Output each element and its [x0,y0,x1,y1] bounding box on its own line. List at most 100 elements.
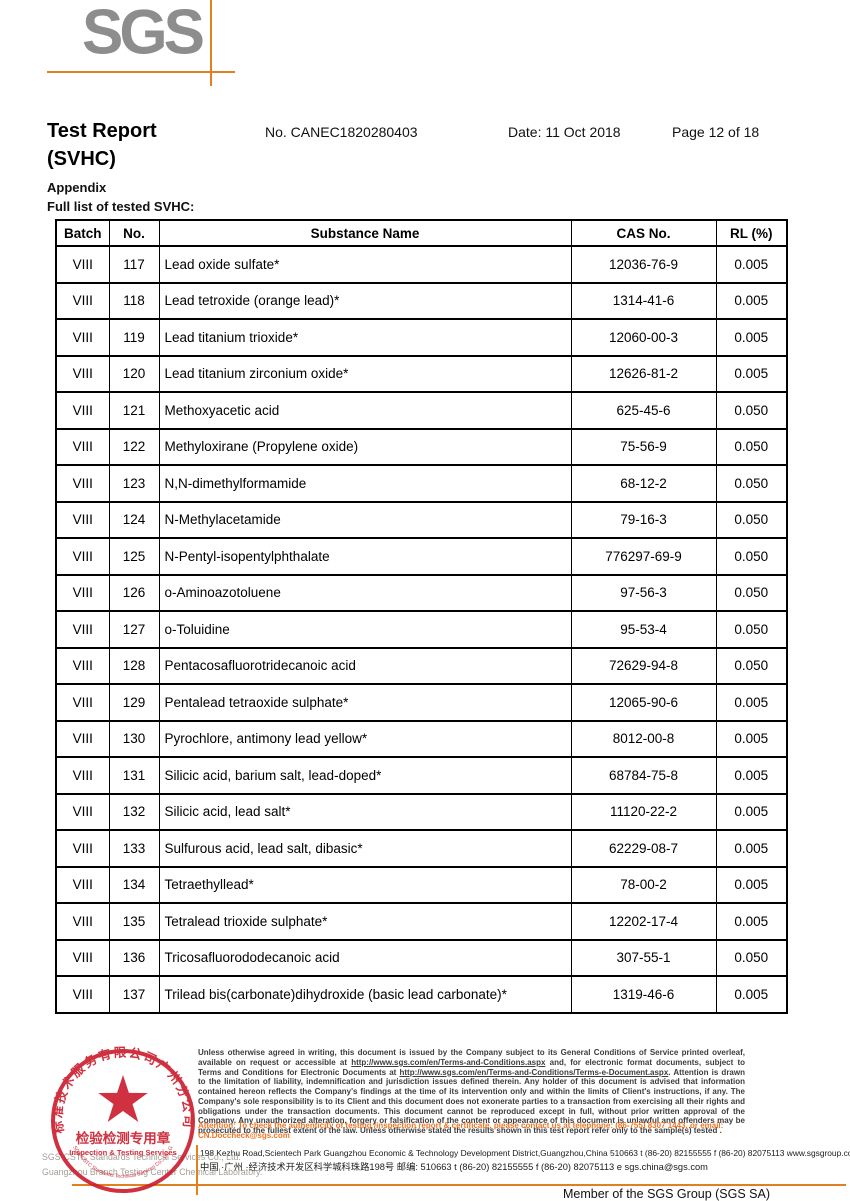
report-number: No. CANEC1820280403 [265,124,418,140]
table-row: VIII 135 Tetralead trioxide sulphate* 12202… [55,902,788,941]
cell-no: 131 [108,756,160,795]
cell-cas: 97-56-3 [570,573,717,612]
cell-no: 120 [108,354,160,393]
svhc-table: Batch No. Substance Name CAS No. RL (%) … [55,219,788,1014]
authenticity-attention-note: Attention: To check the authenticity of … [198,1121,724,1140]
table-row: VIII 125 N-Pentyl-isopentylphthalate 776297… [55,537,788,576]
page-indicator: Page 12 of 18 [672,124,760,140]
col-header-batch: Batch [55,219,110,247]
cell-no: 137 [108,975,160,1014]
cell-rl: 0.005 [715,829,788,868]
logo-horizontal-line [47,71,235,73]
lab-company-name: SGS-CSTC Standards Technical Services Co… [42,1150,262,1179]
cell-rl: 0.005 [715,902,788,941]
cell-no: 123 [108,464,160,503]
legal-disclaimer: Unless otherwise agreed in writing, this… [198,1048,745,1136]
cell-rl: 0.005 [715,792,788,831]
cell-substance: Lead titanium zirconium oxide* [158,354,572,393]
cell-cas: 1319-46-6 [570,975,717,1014]
inspection-stamp: 标准技术服务有限公司广州分公司 SGS-CSTC Standards Techn… [46,1044,195,1193]
disclaimer-text-3: . Attention is drawn to the limitation o… [198,1067,745,1136]
cell-cas: 8012-00-8 [570,719,717,758]
cell-cas: 776297-69-9 [570,537,717,576]
cell-batch: VIII [55,902,110,941]
cell-rl: 0.005 [715,756,788,795]
report-subtitle: (SVHC) [47,148,116,170]
cell-batch: VIII [55,500,110,539]
cell-cas: 68784-75-8 [570,756,717,795]
stamp-center-en: Inspection & Testing Services [69,1148,176,1157]
cell-no: 134 [108,865,160,904]
lab-address-block: 198 Kezhu Road,Scientech Park Guangzhou … [200,1147,850,1175]
table-row: VIII 132 Silicic acid, lead salt* 11120-22-… [55,792,788,831]
cell-cas: 95-53-4 [570,610,717,649]
disclaimer-text-1: Unless otherwise agreed in writing, this… [198,1048,745,1067]
col-header-substance: Substance Name [158,219,572,247]
cell-no: 117 [108,245,160,284]
table-row: VIII 137 Trilead bis(carbonate)dihydroxide… [55,975,788,1014]
cell-cas: 79-16-3 [570,500,717,539]
cell-rl: 0.050 [715,537,788,576]
cell-no: 135 [108,902,160,941]
terms-e-document-url-link[interactable]: http://www.sgs.com/en/Terms-and-Conditio… [399,1067,669,1077]
table-row: VIII 119 Lead titanium trioxide* 12060-00-3… [55,318,788,357]
cell-cas: 78-00-2 [570,865,717,904]
lab-address-english: 198 Kezhu Road,Scientech Park Guangzhou … [200,1148,850,1158]
cell-batch: VIII [55,281,110,320]
cell-batch: VIII [55,938,110,977]
cell-cas: 12626-81-2 [570,354,717,393]
cell-substance: Lead tetroxide (orange lead)* [158,281,572,320]
cell-substance: Tricosafluorododecanoic acid [158,938,572,977]
cell-batch: VIII [55,245,110,284]
footer-horizontal-line [72,1184,846,1186]
cell-cas: 12036-76-9 [570,245,717,284]
table-row: VIII 133 Sulfurous acid, lead salt, dibasi… [55,829,788,868]
full-list-label: Full list of tested SVHC: [47,199,195,214]
table-row: VIII 130 Pyrochlore, antimony lead yellow*… [55,719,788,758]
cell-no: 125 [108,537,160,576]
cell-batch: VIII [55,756,110,795]
report-date: Date: 11 Oct 2018 [508,124,621,140]
cell-rl: 0.050 [715,938,788,977]
cell-rl: 0.005 [715,354,788,393]
table-row: VIII 127 o-Toluidine 95-53-4 0.050 [55,610,788,649]
stamp-center-cn: 检验检测专用章 [76,1130,171,1146]
cell-no: 132 [108,792,160,831]
cell-rl: 0.050 [715,427,788,466]
cell-substance: Pyrochlore, antimony lead yellow* [158,719,572,758]
footer-vertical-line [196,1145,198,1195]
cell-no: 118 [108,281,160,320]
cell-rl: 0.050 [715,391,788,430]
col-header-cas: CAS No. [570,219,717,247]
cell-substance: o-Aminoazotoluene [158,573,572,612]
cell-batch: VIII [55,464,110,503]
appendix-label: Appendix [47,180,107,195]
cell-cas: 12202-17-4 [570,902,717,941]
cell-no: 122 [108,427,160,466]
cell-substance: Silicic acid, lead salt* [158,792,572,831]
col-header-rl: RL (%) [715,219,788,247]
sgs-logo: SGS [82,0,205,68]
cell-rl: 0.005 [715,683,788,722]
cell-batch: VIII [55,829,110,868]
cell-batch: VIII [55,865,110,904]
cell-no: 127 [108,610,160,649]
cell-batch: VIII [55,573,110,612]
cell-substance: Methyloxirane (Propylene oxide) [158,427,572,466]
cell-substance: Lead oxide sulfate* [158,245,572,284]
cell-rl: 0.005 [715,245,788,284]
table-row: VIII 124 N-Methylacetamide 79-16-3 0.050 [55,500,788,539]
cell-batch: VIII [55,610,110,649]
table-row: VIII 117 Lead oxide sulfate* 12036-76-9 0.00… [55,245,788,284]
cell-rl: 0.005 [715,281,788,320]
cell-rl: 0.050 [715,464,788,503]
cell-rl: 0.050 [715,573,788,612]
table-row: VIII 126 o-Aminoazotoluene 97-56-3 0.050 [55,573,788,612]
terms-url-link[interactable]: http://www.sgs.com/en/Terms-and-Conditio… [351,1057,546,1067]
cell-no: 129 [108,683,160,722]
stamp-star-icon [98,1075,148,1122]
cell-substance: Trilead bis(carbonate)dihydroxide (basic… [158,975,572,1014]
cell-cas: 62229-08-7 [570,829,717,868]
table-row: VIII 118 Lead tetroxide (orange lead)* 1314… [55,281,788,320]
cell-cas: 307-55-1 [570,938,717,977]
